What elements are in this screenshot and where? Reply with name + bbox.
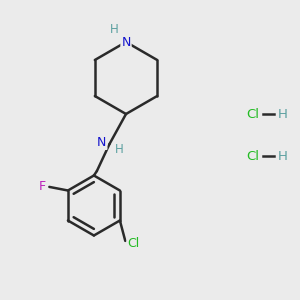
Text: H: H <box>110 23 119 36</box>
Text: Cl: Cl <box>128 237 140 250</box>
Text: F: F <box>39 180 46 194</box>
Text: N: N <box>97 136 106 149</box>
Text: H: H <box>115 143 124 156</box>
Text: H: H <box>278 107 287 121</box>
Text: N: N <box>121 35 131 49</box>
Text: Cl: Cl <box>246 149 259 163</box>
Text: Cl: Cl <box>246 107 259 121</box>
Text: H: H <box>278 149 287 163</box>
